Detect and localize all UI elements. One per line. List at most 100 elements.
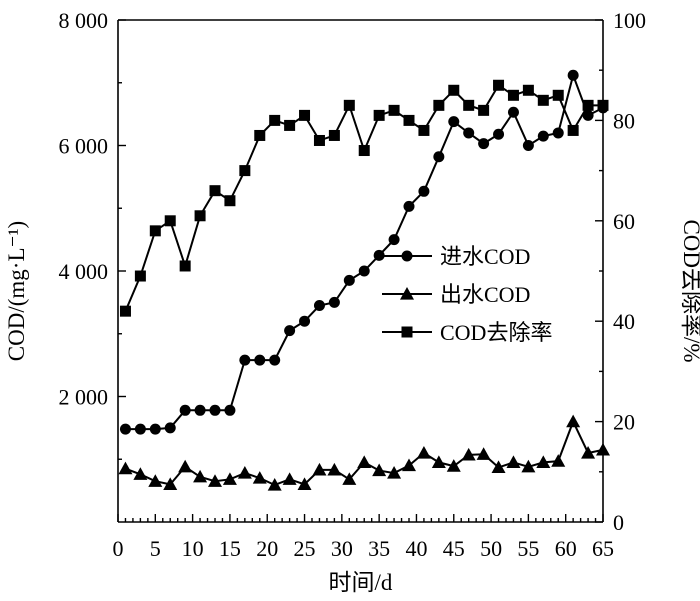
legend-marker xyxy=(401,326,413,338)
data-point xyxy=(582,109,594,121)
data-point xyxy=(284,119,296,131)
series-line xyxy=(125,71,604,431)
data-point xyxy=(254,129,266,141)
data-point xyxy=(581,445,596,459)
data-point xyxy=(507,106,519,118)
data-point xyxy=(433,151,445,163)
x-tick-label: 50 xyxy=(480,536,502,561)
data-point xyxy=(373,249,385,261)
data-point xyxy=(476,447,491,460)
data-point xyxy=(222,472,237,485)
y-axis-right-title: COD去除率/% xyxy=(679,219,700,362)
x-tick-label: 15 xyxy=(219,536,241,561)
data-point xyxy=(328,296,340,308)
data-point xyxy=(119,305,131,317)
data-point xyxy=(313,300,325,312)
x-axis-title: 时间/d xyxy=(329,570,393,595)
data-point xyxy=(224,404,236,416)
data-point xyxy=(478,104,490,116)
legend-item: COD去除率 xyxy=(382,320,552,345)
data-point xyxy=(327,462,342,476)
data-point xyxy=(521,459,536,473)
data-point xyxy=(179,404,191,416)
y-left-tick-label: 4 000 xyxy=(59,259,109,284)
data-point xyxy=(239,165,251,177)
y-axis-left-title: COD/(mg·L⁻¹) xyxy=(4,221,29,361)
data-point xyxy=(299,109,311,121)
y-left-tick-label: 2 000 xyxy=(59,385,109,410)
data-point xyxy=(431,455,446,468)
data-point xyxy=(164,422,176,434)
data-point xyxy=(463,99,475,111)
data-point xyxy=(493,79,505,91)
y-right-tick-label: 100 xyxy=(613,8,646,33)
data-point xyxy=(252,471,267,484)
data-point xyxy=(433,99,445,111)
y-right-tick-label: 80 xyxy=(613,108,635,133)
data-point xyxy=(297,477,312,490)
x-tick-label: 35 xyxy=(368,536,390,561)
data-point xyxy=(134,270,146,282)
data-point xyxy=(388,234,400,246)
legend-marker xyxy=(400,287,414,300)
data-point xyxy=(312,462,327,476)
x-tick-label: 20 xyxy=(256,536,278,561)
data-point xyxy=(119,423,131,435)
series-layer xyxy=(118,69,610,491)
data-point xyxy=(269,354,281,366)
data-point xyxy=(267,477,282,491)
legend-label: COD去除率 xyxy=(440,320,552,345)
data-point xyxy=(358,145,370,157)
legend-label: 出水COD xyxy=(440,282,530,307)
data-point xyxy=(118,461,133,475)
data-point xyxy=(567,124,579,136)
data-point xyxy=(537,130,549,142)
y-right-tick-label: 60 xyxy=(613,209,635,234)
data-point xyxy=(193,469,208,483)
series-line xyxy=(124,83,603,312)
data-point xyxy=(537,94,549,106)
data-point xyxy=(403,200,415,212)
data-point xyxy=(179,260,191,272)
x-tick-label: 40 xyxy=(405,536,427,561)
legend-marker xyxy=(401,250,413,262)
data-point xyxy=(343,99,355,111)
legend: 进水COD 出水COD COD去除率 xyxy=(382,244,552,345)
axes-layer: 0 5 10 15 20 25 30 35 40 45 50 55 60 65 2 000 4 000 6 00… xyxy=(59,8,647,561)
x-tick-label: 65 xyxy=(592,536,614,561)
data-point xyxy=(358,265,370,277)
data-point xyxy=(237,466,252,479)
series-3 xyxy=(119,79,609,317)
x-tick-label: 5 xyxy=(150,536,161,561)
x-tick-label: 30 xyxy=(331,536,353,561)
data-point xyxy=(209,185,221,197)
data-point xyxy=(194,404,206,416)
data-point xyxy=(388,104,400,116)
data-point xyxy=(478,138,490,150)
data-point xyxy=(552,127,564,139)
x-tick-label: 45 xyxy=(443,536,465,561)
series-1 xyxy=(119,69,609,435)
x-tick-label: 25 xyxy=(294,536,316,561)
data-point xyxy=(134,423,146,435)
data-point xyxy=(357,455,372,468)
data-point xyxy=(133,467,148,480)
data-point xyxy=(596,442,610,456)
series-2 xyxy=(118,414,610,491)
data-point xyxy=(493,128,505,140)
data-point xyxy=(282,472,297,485)
data-point xyxy=(536,455,551,468)
y-right-tick-label: 0 xyxy=(613,510,624,535)
data-point xyxy=(402,458,416,472)
data-point xyxy=(208,474,222,487)
y-left-tick-label: 8 000 xyxy=(59,8,109,33)
data-point xyxy=(448,84,460,96)
data-point xyxy=(418,124,430,136)
x-tick-label: 60 xyxy=(555,536,577,561)
data-point xyxy=(224,195,236,207)
x-tick-label: 55 xyxy=(517,536,539,561)
data-point xyxy=(372,463,387,477)
data-point xyxy=(342,472,357,485)
data-point xyxy=(461,447,476,461)
